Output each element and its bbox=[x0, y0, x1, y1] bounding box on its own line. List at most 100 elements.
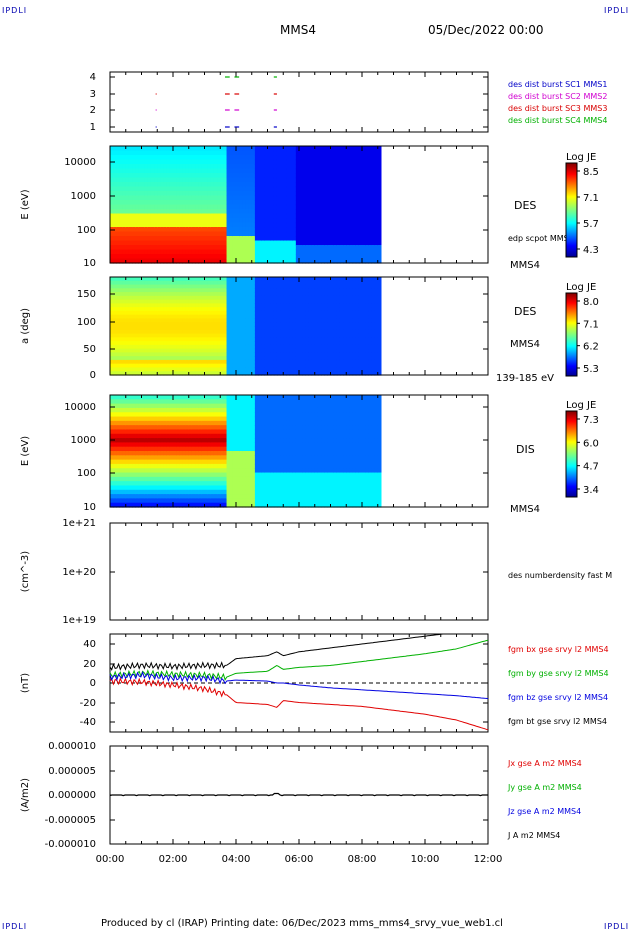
des_e-cell bbox=[204, 150, 209, 156]
des_pa-cell bbox=[226, 363, 231, 369]
des_e-cell bbox=[280, 240, 284, 246]
des_pa-cell bbox=[273, 352, 278, 357]
dis_e-cell bbox=[169, 446, 174, 452]
des_pa-cell bbox=[264, 277, 269, 282]
des_e-cell bbox=[141, 213, 146, 219]
des_e-cell bbox=[132, 195, 136, 201]
des_e-cell bbox=[339, 155, 344, 161]
des_pa-cell bbox=[113, 277, 117, 282]
des_pa-cell bbox=[217, 288, 221, 293]
des_pa-cell bbox=[308, 277, 313, 282]
des_pa-cell bbox=[261, 292, 265, 297]
des_pa-cell bbox=[232, 310, 237, 316]
des_pa-cell bbox=[226, 359, 231, 365]
dis_e-cell bbox=[144, 455, 149, 461]
des_pa-cell bbox=[251, 303, 256, 308]
des_e-cell bbox=[267, 249, 272, 255]
des_e-cell bbox=[122, 191, 127, 197]
des_e-cell bbox=[305, 146, 310, 152]
des_pa-cell bbox=[210, 337, 215, 342]
dis_e-cell bbox=[132, 416, 136, 422]
des_e-cell bbox=[213, 173, 218, 179]
des_pa-cell bbox=[280, 280, 284, 286]
des_pa-cell bbox=[283, 341, 287, 346]
des_e-cell bbox=[229, 177, 234, 183]
des_e-cell bbox=[264, 245, 269, 251]
des_pa-cell bbox=[150, 341, 155, 346]
des_pa-cell bbox=[289, 371, 294, 376]
des_e-cell bbox=[358, 240, 363, 246]
des_pa-cell bbox=[198, 295, 202, 301]
dis_e-cell bbox=[169, 459, 174, 465]
des_pa-cell bbox=[204, 322, 209, 327]
des_e-cell bbox=[125, 150, 130, 156]
des_pa-cell bbox=[245, 356, 250, 361]
des_pa-cell bbox=[362, 314, 366, 320]
des_e-cell bbox=[239, 168, 243, 174]
des_e-cell bbox=[141, 240, 146, 246]
des_pa-cell bbox=[292, 310, 297, 316]
des_e-cell bbox=[292, 245, 297, 251]
des_pa-cell bbox=[327, 322, 332, 327]
des_e-cell bbox=[239, 258, 243, 264]
des_e-cell bbox=[150, 236, 155, 242]
des_pa-cell bbox=[210, 280, 215, 286]
des_pa-cell bbox=[261, 277, 265, 282]
dis_e-cell bbox=[113, 425, 117, 431]
des_e-cell bbox=[223, 204, 228, 210]
des_e-cell bbox=[362, 236, 366, 242]
des_pa-cell bbox=[254, 344, 259, 350]
des_e-cell bbox=[339, 164, 344, 170]
des_pa-cell bbox=[365, 280, 369, 286]
des_pa-cell bbox=[324, 295, 328, 301]
des_pa-cell bbox=[292, 348, 297, 353]
des_e-cell bbox=[336, 204, 341, 210]
des_e-cell bbox=[147, 186, 152, 192]
des_pa-cell bbox=[191, 367, 196, 372]
des_pa-cell bbox=[292, 303, 297, 308]
des_pa-cell bbox=[157, 299, 161, 304]
des_e-cell bbox=[236, 146, 240, 152]
des_e-cell bbox=[374, 186, 379, 192]
des_e-cell bbox=[213, 155, 218, 161]
des_e-cell bbox=[308, 168, 313, 174]
des_e-cell bbox=[173, 231, 177, 237]
des_e-cell bbox=[339, 236, 344, 242]
des_e-cell bbox=[223, 146, 228, 152]
des_e-cell bbox=[125, 209, 130, 215]
des_e-cell bbox=[371, 159, 376, 165]
des_pa-cell bbox=[273, 363, 278, 369]
des_pa-cell bbox=[254, 337, 259, 342]
des_pa-cell bbox=[207, 348, 212, 353]
des_pa-cell bbox=[150, 352, 155, 357]
des_e-cell bbox=[371, 155, 376, 161]
des_pa-cell bbox=[144, 359, 149, 365]
des_pa-cell bbox=[147, 337, 152, 342]
des_pa-cell bbox=[358, 329, 363, 335]
des_e-cell bbox=[321, 245, 325, 251]
des_e-cell bbox=[141, 155, 146, 161]
des_e-cell bbox=[321, 186, 325, 192]
des_e-cell bbox=[273, 254, 278, 260]
des_pa-cell bbox=[160, 348, 165, 353]
des_e-cell bbox=[236, 150, 240, 156]
des_pa-cell bbox=[308, 367, 313, 372]
des_pa-cell bbox=[248, 299, 253, 304]
des_pa-cell bbox=[188, 288, 193, 293]
dis_e-cell bbox=[125, 429, 130, 435]
des_pa-cell bbox=[355, 288, 360, 293]
dis_e-cell bbox=[147, 425, 152, 431]
des_pa-cell bbox=[317, 318, 322, 323]
des_e-cell bbox=[330, 168, 335, 174]
des_e-cell bbox=[173, 150, 177, 156]
des_e-cell bbox=[283, 164, 287, 170]
dis_e-cell bbox=[150, 494, 155, 499]
des_e-cell bbox=[371, 258, 376, 264]
des_pa-cell bbox=[358, 352, 363, 357]
dis_e-cell bbox=[113, 407, 117, 413]
des_pa-cell bbox=[217, 367, 221, 372]
des_e-cell bbox=[210, 231, 215, 237]
des_e-cell bbox=[232, 168, 237, 174]
des_e-cell bbox=[173, 146, 177, 152]
des_e-cell bbox=[317, 155, 322, 161]
